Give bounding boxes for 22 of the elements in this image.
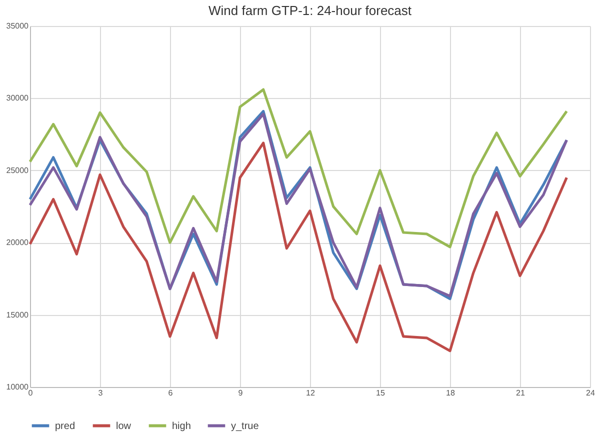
x-tick-label: 21 (516, 388, 526, 398)
x-tick-label: 15 (376, 388, 386, 398)
line-series (28, 88, 568, 248)
legend-label: y_true (231, 420, 260, 432)
y-tick-label: 35000 (6, 22, 30, 30)
y-tick-label: 30000 (6, 94, 30, 103)
x-tick-label: 12 (306, 388, 316, 398)
legend-label: pred (55, 420, 76, 432)
legend-label: high (172, 420, 191, 432)
line-series (28, 142, 568, 352)
y-tick-label: 20000 (6, 238, 30, 248)
x-tick-label: 24 (586, 388, 596, 398)
chart-title: Wind farm GTP-1: 24-hour forecast (208, 3, 412, 18)
x-tick-label: 6 (168, 388, 174, 398)
y-tick-label: 15000 (6, 310, 30, 320)
x-tick-label: 9 (238, 388, 244, 398)
x-tick-label: 18 (446, 388, 456, 398)
x-tick-label: 0 (28, 388, 34, 398)
x-tick-label: 3 (98, 388, 104, 398)
y-tick-label: 10000 (6, 382, 30, 392)
legend-label: low (116, 420, 132, 432)
y-tick-label: 25000 (6, 166, 30, 175)
